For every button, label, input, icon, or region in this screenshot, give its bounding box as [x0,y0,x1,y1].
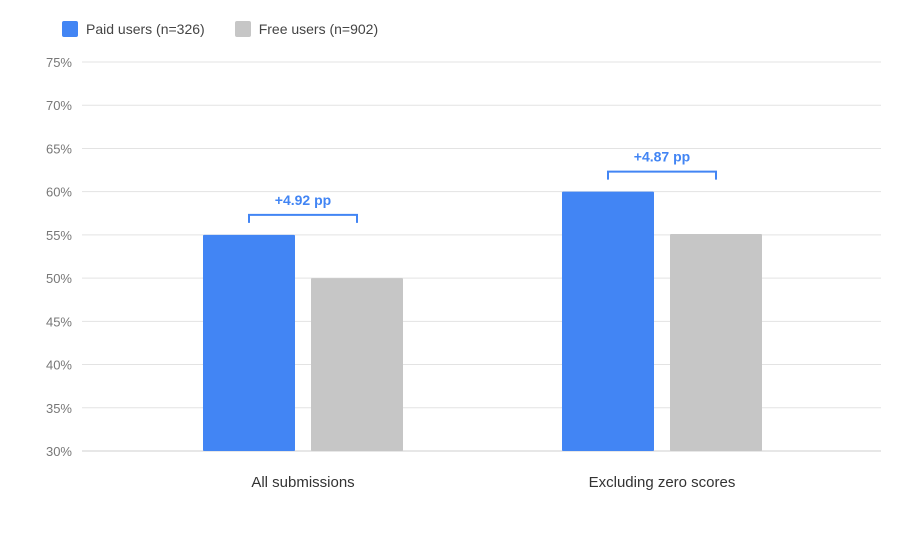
y-tick-label-60: 60% [46,185,72,200]
x-category-label-1: Excluding zero scores [589,474,736,491]
y-tick-label-35: 35% [46,401,72,416]
legend: Paid users (n=326) Free users (n=902) [62,19,408,39]
y-tick-label-70: 70% [46,98,72,113]
annotation-bracket-0 [248,213,358,223]
y-tick-label-75: 75% [46,55,72,70]
y-tick-label-55: 55% [46,228,72,243]
y-tick-label-45: 45% [46,314,72,329]
legend-item-free[interactable]: Free users (n=902) [234,21,379,37]
annotation-bracket-1 [607,170,717,180]
legend-swatch-free [234,21,251,37]
bar-paid-1 [562,191,654,451]
legend-item-paid[interactable]: Paid users (n=326) [62,21,205,37]
legend-swatch-paid [62,21,78,37]
y-tick-label-30: 30% [46,444,72,459]
bar-free-1 [670,234,762,451]
bar-paid-0 [203,234,295,451]
legend-label-free: Free users (n=902) [258,21,379,37]
bar-free-0 [311,278,403,451]
x-category-label-0: All submissions [251,474,354,491]
legend-label-paid: Paid users (n=326) [86,21,205,37]
y-tick-label-50: 50% [46,271,72,286]
y-tick-label-65: 65% [46,141,72,156]
annotation-label-1: +4.87 pp [634,149,690,165]
y-tick-label-40: 40% [46,358,72,373]
annotation-label-0: +4.92 pp [275,192,331,208]
